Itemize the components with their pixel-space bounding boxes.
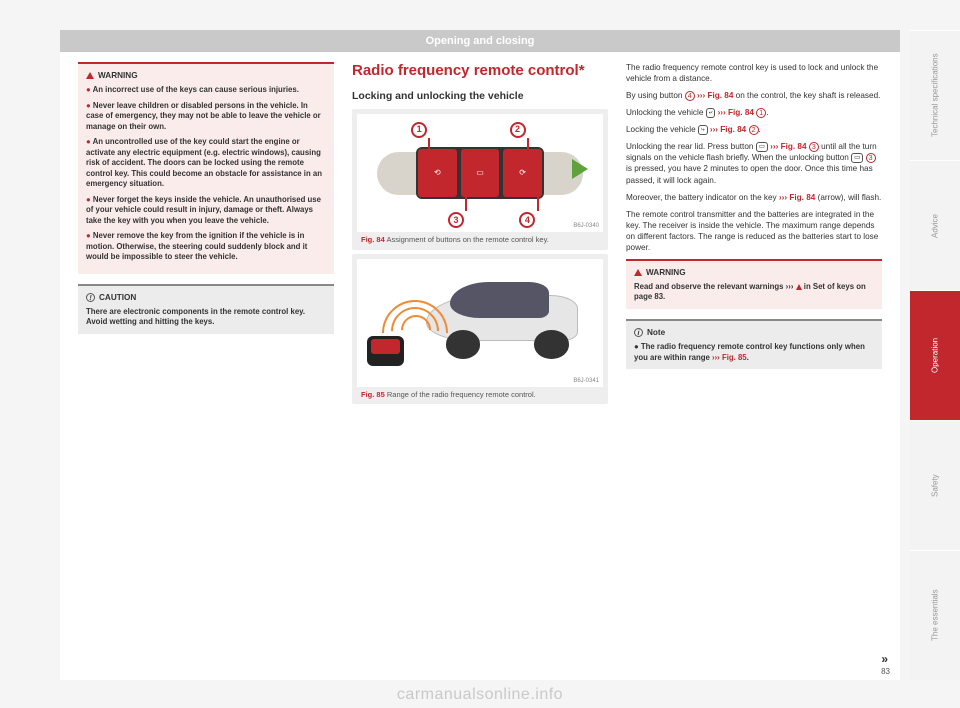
tab-operation[interactable]: Operation: [910, 290, 960, 420]
callout-ref-4: 4: [685, 91, 695, 101]
body-paragraph: Unlocking the vehicle ⤶ ››› Fig. 84 1.: [626, 107, 882, 118]
caution-label: CAUTION: [99, 292, 136, 303]
callout-line: [465, 192, 467, 211]
column-3: The radio frequency remote control key i…: [626, 62, 882, 408]
trunk-symbol-icon: ▭: [851, 153, 863, 163]
warning-title: WARNING: [86, 70, 326, 81]
body-paragraph: The radio frequency remote control key i…: [626, 62, 882, 84]
callout-1: 1: [411, 122, 427, 138]
warning-triangle-icon: [86, 72, 94, 79]
warning-item: Never forget the keys inside the vehicle…: [86, 195, 326, 227]
continue-arrow-icon: »: [881, 652, 888, 666]
figure-85-image: B6J-0341: [357, 259, 603, 387]
figure-ref: Fig. 84: [361, 235, 385, 244]
warning-item: Never leave children or disabled persons…: [86, 101, 326, 133]
figure-84-caption: Fig. 84 Assignment of buttons on the rem…: [357, 232, 603, 244]
figure-code: B6J-0341: [573, 377, 599, 385]
warning-label: WARNING: [646, 267, 686, 278]
note-text: ● The radio frequency remote control key…: [634, 342, 874, 363]
figure-85: B6J-0341 Fig. 85 Range of the radio freq…: [352, 254, 608, 404]
figure-crossref: ››› Fig. 85: [712, 353, 747, 362]
key-button-panel: ⟲ ▭ ⟳: [416, 147, 544, 199]
sub-title: Locking and unlocking the vehicle: [352, 89, 608, 103]
caution-box: ! CAUTION There are electronic component…: [78, 284, 334, 334]
callout-4: 4: [519, 212, 535, 228]
figure-crossref: ››› Fig. 84: [779, 193, 815, 202]
callout-line: [527, 138, 529, 157]
callout-ref-2: 2: [749, 125, 759, 135]
body-paragraph: Unlocking the rear lid. Press button ▭ ›…: [626, 141, 882, 185]
figure-crossref: ››› Fig. 84: [718, 108, 757, 117]
figure-caption-text: Range of the radio frequency remote cont…: [387, 390, 536, 399]
warning-text: Read and observe the relevant warnings ›…: [634, 282, 874, 303]
tab-advice[interactable]: Advice: [910, 160, 960, 290]
figure-84-image: ⟲ ▭ ⟳ 1 2 3 4 B6J-0340: [357, 114, 603, 232]
figure-84: ⟲ ▭ ⟳ 1 2 3 4 B6J-0340 Fig. 84: [352, 109, 608, 249]
warning-item: An uncontrolled use of the key could sta…: [86, 137, 326, 190]
warning-triangle-icon: [634, 269, 642, 276]
warning-item: An incorrect use of the keys can cause s…: [86, 85, 326, 96]
caution-text: There are electronic components in the r…: [86, 307, 326, 328]
callout-line: [428, 138, 430, 157]
callout-line: [537, 192, 539, 211]
lock-symbol-icon: ⤷: [698, 125, 708, 135]
car-wheel-front: [446, 330, 480, 358]
side-tab-bar: Technical specifications Advice Operatio…: [910, 30, 960, 680]
figure-ref: Fig. 85: [361, 390, 385, 399]
caution-title: ! CAUTION: [86, 292, 326, 303]
column-1: WARNING An incorrect use of the keys can…: [78, 62, 334, 408]
car-window-shape: [450, 282, 548, 318]
warning-list: An incorrect use of the keys can cause s…: [86, 85, 326, 263]
text-fragment: Unlocking the rear lid. Press button: [626, 142, 756, 151]
tab-tech-specs[interactable]: Technical specifications: [910, 30, 960, 160]
trunk-key-button: ▭: [461, 149, 500, 197]
car-wheel-rear: [534, 330, 568, 358]
figure-85-caption: Fig. 85 Range of the radio frequency rem…: [357, 387, 603, 399]
note-box: i Note ● The radio frequency remote cont…: [626, 319, 882, 369]
manual-page: Opening and closing WARNING An incorrect…: [60, 30, 900, 680]
column-2: Radio frequency remote control* Locking …: [352, 62, 608, 408]
text-fragment: By using button: [626, 91, 685, 100]
trunk-symbol-icon: ▭: [756, 142, 768, 152]
body-paragraph: Moreover, the battery indicator on the k…: [626, 192, 882, 203]
callout-2: 2: [510, 122, 526, 138]
body-paragraph: The remote control transmitter and the b…: [626, 209, 882, 253]
figure-caption-text: Assignment of buttons on the remote cont…: [386, 235, 548, 244]
warning-triangle-icon: [796, 284, 802, 290]
content-columns: WARNING An incorrect use of the keys can…: [60, 52, 900, 408]
warning-item: Never remove the key from the ignition i…: [86, 231, 326, 263]
warning-box-1: WARNING An incorrect use of the keys can…: [78, 62, 334, 274]
tab-safety[interactable]: Safety: [910, 420, 960, 550]
lock-key-button: ⟳: [503, 149, 542, 197]
section-title: Radio frequency remote control*: [352, 62, 608, 79]
warning-label: WARNING: [98, 70, 138, 81]
body-paragraph: By using button 4 ››› Fig. 84 on the con…: [626, 90, 882, 101]
figure-crossref: ››› Fig. 84: [710, 125, 749, 134]
unlock-symbol-icon: ⤶: [706, 108, 716, 118]
caution-circle-icon: !: [86, 293, 95, 302]
note-label: Note: [647, 327, 665, 338]
shaft-release-arrow-icon: [572, 159, 588, 179]
callout-ref-1: 1: [756, 108, 766, 118]
unlock-key-button: ⟲: [418, 149, 457, 197]
tab-essentials[interactable]: The essentials: [910, 550, 960, 680]
text-fragment: on the control, the key shaft is release…: [736, 91, 881, 100]
figure-code: B6J-0340: [573, 222, 599, 230]
callout-ref-3: 3: [809, 142, 819, 152]
note-title: i Note: [634, 327, 874, 338]
note-circle-icon: i: [634, 328, 643, 337]
text-fragment: Unlocking the vehicle: [626, 108, 706, 117]
section-header: Opening and closing: [60, 30, 900, 52]
warning-title: WARNING: [634, 267, 874, 278]
callout-3: 3: [448, 212, 464, 228]
body-paragraph: Locking the vehicle ⤷ ››› Fig. 84 2.: [626, 124, 882, 135]
watermark-text: carmanualsonline.info: [397, 686, 563, 704]
page-number: 83: [881, 667, 890, 676]
text-fragment: Locking the vehicle: [626, 125, 698, 134]
text-fragment: is pressed, you have 2 minutes to open t…: [626, 164, 873, 184]
figure-crossref: ››› Fig. 84: [770, 142, 809, 151]
callout-ref-3b: 3: [866, 153, 876, 163]
warning-box-2: WARNING Read and observe the relevant wa…: [626, 259, 882, 309]
figure-crossref: ››› Fig. 84: [697, 91, 733, 100]
